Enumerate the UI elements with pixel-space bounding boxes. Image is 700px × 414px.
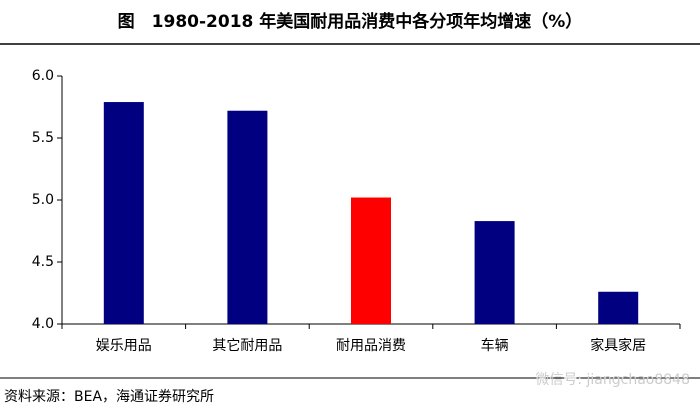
x-tick-label: 娱乐用品: [96, 338, 152, 354]
bar: [474, 221, 515, 324]
chart-title: 图 1980-2018 年美国耐用品消费中各分项年均增速（%）: [118, 11, 583, 32]
bar: [227, 110, 268, 324]
x-tick-label: 家具家居: [590, 337, 646, 354]
x-tick-label: 耐用品消费: [336, 338, 406, 354]
bar: [598, 291, 639, 324]
y-tick-label: 5.5: [32, 130, 54, 146]
bar: [103, 102, 144, 324]
y-tick-label: 4.5: [32, 254, 54, 270]
x-tick-label: 车辆: [481, 337, 509, 354]
y-tick-label: 6.0: [32, 68, 54, 84]
watermark: 微信号: jiangchao8848: [535, 372, 690, 388]
source: 资料来源：BEA，海通证券研究所: [4, 389, 214, 405]
y-tick-label: 4.0: [32, 316, 54, 332]
y-tick-label: 5.0: [32, 192, 54, 208]
x-tick-label: 其它耐用品: [212, 337, 282, 354]
bar: [351, 197, 391, 324]
